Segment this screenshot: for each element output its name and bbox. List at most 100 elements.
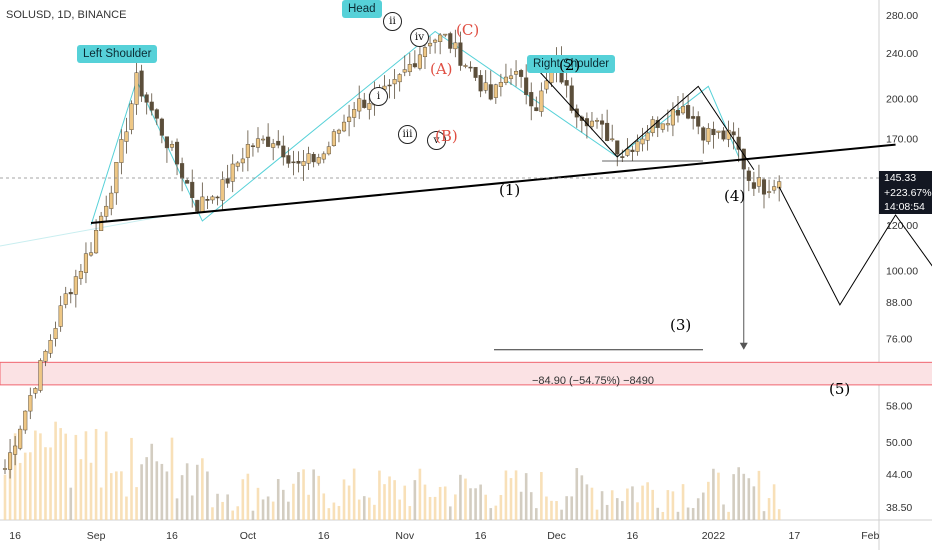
candle-body	[422, 47, 428, 57]
candle-body	[235, 162, 240, 167]
candle-body	[33, 388, 38, 394]
volume-bar	[398, 499, 401, 520]
candle-body	[746, 170, 751, 181]
candle-body	[230, 163, 235, 182]
volume-bar	[418, 468, 422, 520]
volume-bar	[509, 478, 513, 520]
candle-body	[357, 98, 362, 112]
candle-body	[13, 445, 18, 455]
volume-bar	[732, 474, 735, 520]
candle-body	[73, 276, 78, 295]
volume-bar	[524, 473, 528, 520]
candle-body	[665, 123, 670, 126]
candle-series	[2, 29, 782, 479]
candle-body	[433, 39, 438, 43]
volume-bar	[347, 485, 351, 520]
candle-body	[625, 148, 630, 156]
wave-4-label: (4)	[724, 187, 746, 205]
volume-bar	[59, 428, 62, 520]
volume-bar	[241, 479, 245, 520]
volume-bar	[408, 506, 412, 520]
candle-body	[407, 64, 412, 73]
volume-bar	[160, 463, 164, 520]
candle-body	[28, 395, 33, 412]
volume-bar	[327, 508, 331, 520]
volume-bar	[727, 511, 730, 520]
candle-body	[392, 79, 397, 85]
candle-body	[286, 155, 291, 164]
volume-bar	[271, 501, 275, 520]
candle-body	[311, 153, 316, 163]
candle-body	[43, 350, 48, 362]
candle-body	[225, 178, 230, 184]
volume-bar	[494, 505, 498, 520]
candle-body	[124, 131, 129, 142]
wave-v-label: v	[427, 131, 446, 150]
volume-bar	[130, 437, 133, 520]
candle-body	[245, 144, 250, 158]
volume-bar	[94, 428, 98, 520]
candle-body	[508, 75, 514, 79]
candle-body	[301, 161, 306, 166]
candle-body	[397, 74, 402, 83]
volume-bar	[707, 481, 710, 520]
candle-body	[670, 108, 675, 126]
candle-body	[594, 120, 600, 122]
candle-body	[134, 72, 139, 105]
candle-body	[341, 121, 347, 132]
wave-5-label: (5)	[829, 380, 851, 398]
y-tick-label: 38.50	[886, 502, 912, 514]
volume-bar	[115, 471, 118, 520]
volume-bar	[54, 421, 57, 520]
volume-bar	[545, 496, 548, 520]
candle-body	[200, 196, 205, 213]
volume-bar	[287, 501, 290, 520]
x-tick-label: Nov	[395, 530, 414, 542]
wave-lines	[535, 67, 755, 171]
volume-bar	[221, 501, 224, 520]
volume-bar	[626, 488, 629, 520]
volume-bar	[352, 468, 356, 520]
volume-bar	[514, 470, 518, 520]
candle-body	[149, 101, 154, 111]
volume-bar	[383, 484, 386, 520]
candle-body	[78, 270, 83, 279]
candle-body	[336, 129, 342, 134]
volume-bar	[292, 483, 295, 520]
candle-body	[751, 182, 756, 189]
volume-bar	[529, 492, 533, 520]
volume-bar	[605, 504, 609, 520]
candle-body	[271, 143, 276, 148]
volume-bar	[641, 485, 644, 520]
candle-body	[38, 360, 43, 391]
candle-body	[159, 118, 164, 136]
volume-bar	[125, 496, 128, 520]
candle-body	[119, 139, 124, 163]
candle-body	[564, 80, 569, 86]
candle-body	[514, 71, 519, 75]
volume-bar	[302, 469, 305, 520]
volume-bar	[155, 461, 159, 520]
volume-bar	[104, 431, 108, 520]
candle-body	[610, 138, 615, 141]
volume-bar	[767, 498, 771, 520]
candle-body	[569, 85, 574, 111]
candle-body	[144, 94, 149, 103]
volume-bar	[246, 473, 250, 520]
volume-bar	[413, 480, 417, 520]
volume-bar	[266, 496, 270, 520]
volume-bar	[661, 511, 665, 520]
candle-body	[615, 140, 620, 155]
candle-body	[443, 33, 448, 36]
volume-bar	[696, 498, 700, 520]
candle-body	[483, 82, 488, 91]
volume-bar	[231, 510, 234, 520]
volume-bar	[34, 430, 37, 520]
volume-bar	[570, 496, 574, 520]
candle-body	[767, 191, 772, 193]
right-shoulder-label: Right Shoulder	[527, 55, 616, 73]
volume-bar	[388, 476, 391, 520]
volume-bar	[165, 471, 169, 520]
y-tick-label: 76.00	[886, 333, 912, 345]
